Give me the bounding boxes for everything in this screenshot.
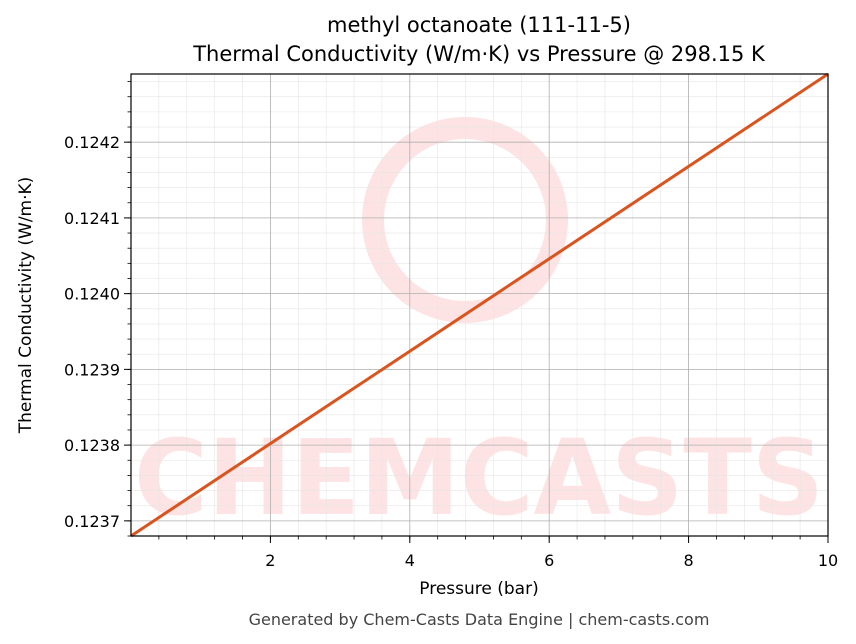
series-layer [130,72,829,538]
chart-subtitle: Thermal Conductivity (W/m·K) vs Pressure… [192,42,766,66]
watermark-text: CHEMCASTS [134,417,824,539]
y-tick-label: 0.1240 [64,285,120,304]
footer-credit: Generated by Chem-Casts Data Engine | ch… [249,610,710,629]
x-tick-label: 2 [265,551,275,570]
y-axis-label: Thermal Conductivity (W/m·K) [16,177,36,435]
major-grid [131,74,829,536]
y-tick-label: 0.1239 [64,360,120,379]
watermark: CHEMCASTS [134,117,824,539]
y-tick-labels: 0.1237 0.1238 0.1239 0.1240 0.1241 0.1242 [64,133,120,531]
y-tick-label: 0.1242 [64,133,120,152]
x-tick-label: 6 [544,551,554,570]
chart-title: methyl octanoate (111-11-5) [327,13,631,37]
series-line [130,72,829,538]
x-tick-label: 8 [684,551,694,570]
y-tick-label: 0.1237 [64,512,120,531]
y-tick-label: 0.1238 [64,436,120,455]
plot-frame [130,73,829,537]
y-tick-label: 0.1241 [64,209,120,228]
x-tick-labels: 2 4 6 8 10 [265,551,838,570]
watermark-logo-ring [362,117,568,323]
axis-ticks [124,81,829,543]
x-axis-label: Pressure (bar) [419,579,538,599]
x-tick-label: 4 [405,551,415,570]
x-tick-label: 10 [818,551,838,570]
